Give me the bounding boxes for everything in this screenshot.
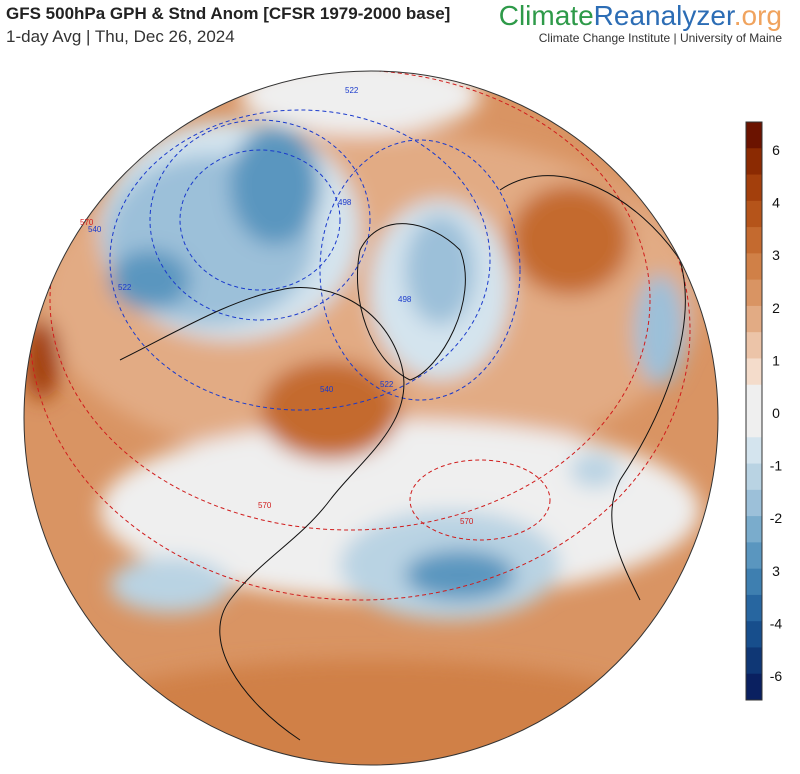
contour-label: 570 [258,501,272,510]
contour-label: 498 [398,295,412,304]
colorbar-label: 3 [772,247,780,263]
colorbar-frame [745,121,763,701]
colorbar-band [746,358,762,386]
brand-part: Reanalyzer [593,0,734,31]
colorbar-label: -2 [770,510,783,526]
contour-label: 498 [338,198,352,207]
colorbar-band [746,568,762,596]
affiliation: Climate Change Institute | University of… [538,31,782,45]
colorbar-band [746,621,762,648]
contour-label: 522 [380,380,394,389]
colorbar-label: -1 [770,458,783,474]
colorbar-band [746,174,762,202]
colorbar-band [746,463,762,491]
colorbar-label: 3 [772,563,780,579]
colorbar-band [746,516,762,543]
colorbar-band [746,200,762,228]
colorbar-band [746,279,762,307]
colorbar-band [746,673,762,701]
title: GFS 500hPa GPH & Stnd Anom [CFSR 1979-20… [6,4,451,23]
globe [24,71,718,765]
contour-label: 540 [88,225,102,234]
contour-label: 540 [320,385,334,394]
brand-part: Climate [498,0,594,31]
colorbar-label: 4 [772,195,780,211]
colorbar-label: -6 [770,668,783,684]
colorbar-label: 1 [772,352,780,368]
colorbar-band [746,647,762,675]
colorbar-band [746,332,762,359]
colorbar-band [746,148,762,176]
brand[interactable]: ClimateReanalyzer.org [499,0,782,32]
contour-label: 522 [118,283,132,292]
brand-part: .org [733,0,782,31]
colorbar-band [746,253,762,281]
colorbar-band [746,384,762,412]
contour-label: 522 [345,86,359,95]
colorbar-label: 2 [772,300,780,316]
subtitle: 1-day Avg | Thu, Dec 26, 2024 [6,27,235,46]
colorbar-band [746,437,762,465]
colorbar-band [746,542,762,570]
colorbar-band [746,227,762,254]
colorbar-label: 0 [772,405,780,421]
colorbar-band [746,305,762,333]
colorbar-band [746,594,762,622]
contour-label: 570 [460,517,474,526]
contour-label: 570 [80,218,94,227]
colorbar-label: 6 [772,142,780,158]
colorbar-band [746,411,762,438]
colorbar-band [746,122,762,149]
colorbar-band [746,489,762,517]
colorbar-label: -4 [770,615,783,631]
